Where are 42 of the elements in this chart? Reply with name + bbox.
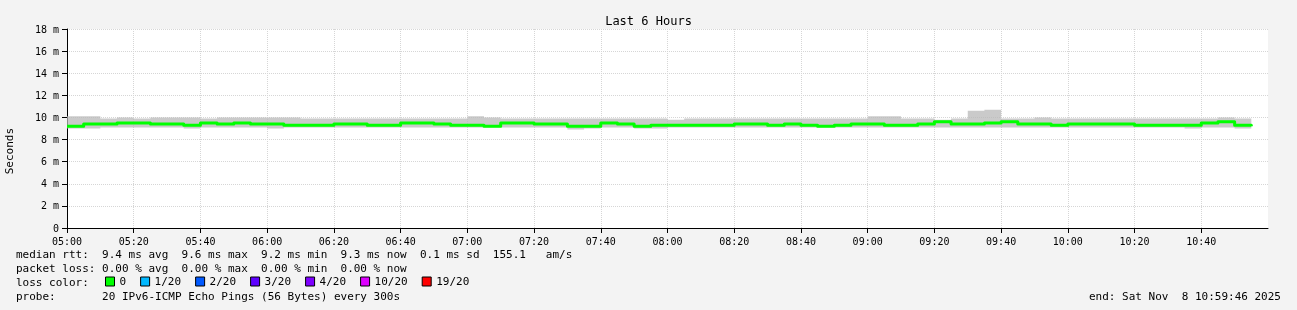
text: probe: 20 IPv6-ICMP Echo Pings (56 Bytes) every 300s — [16, 290, 401, 303]
y-tick-label: 0 — [52, 222, 59, 234]
legend-label: 3/20 — [264, 275, 292, 288]
text: end: Sat Nov 8 10:59:46 2025 — [1088, 290, 1281, 303]
legend-label: 19/20 — [436, 275, 470, 288]
legend-label: 2/20 — [209, 275, 237, 288]
x-tick-label: 08:20 — [719, 235, 750, 247]
x-tick-label: 07:00 — [452, 235, 483, 247]
legend-label: 1/20 — [154, 275, 182, 288]
x-tick-label: 09:40 — [986, 235, 1017, 247]
chart-title: Last 6 Hours — [605, 14, 692, 28]
x-tick-label: 09:00 — [852, 235, 883, 247]
y-tick-label: 14 m — [34, 67, 59, 79]
x-tick-label: 09:20 — [919, 235, 950, 247]
x-tick-label: 07:20 — [519, 235, 550, 247]
x-tick-label: 10:20 — [1119, 235, 1150, 247]
x-tick-label: 06:20 — [318, 235, 349, 247]
x-tick-label: 05:00 — [51, 235, 83, 247]
x-tick-label: 10:00 — [1052, 235, 1083, 247]
text: median rtt: 9.4 ms avg 9.6 ms max 9.2 ms min 9.3 ms now 0.1 ms sd 155.1 am/s — [16, 248, 573, 261]
y-tick-label: 12 m — [34, 89, 59, 101]
legend-label: 4/20 — [319, 275, 347, 288]
x-tick-label: 08:40 — [785, 235, 816, 247]
x-tick-label: 08:00 — [652, 235, 683, 247]
y-tick-label: 4 m — [40, 178, 59, 190]
x-tick-label: 06:40 — [385, 235, 416, 247]
y-axis-title: Seconds — [3, 128, 16, 175]
y-tick-label: 16 m — [34, 45, 59, 57]
legend-title: loss color: — [16, 276, 89, 289]
y-tick-label: 10 m — [34, 111, 59, 123]
y-tick-label: 8 m — [40, 134, 59, 146]
y-tick-label: 2 m — [40, 200, 59, 212]
text: packet loss: 0.00 % avg 0.00 % max 0.00 % min 0.00 % now — [16, 262, 407, 275]
x-tick-label: 05:40 — [185, 235, 216, 247]
x-tick-label: 07:40 — [585, 235, 616, 247]
legend-label: 0 — [119, 275, 127, 288]
x-tick-label: 06:00 — [252, 235, 283, 247]
y-tick-label: 6 m — [40, 156, 59, 168]
x-tick-label: 10:40 — [1186, 235, 1217, 247]
x-tick-label: 05:20 — [118, 235, 149, 247]
y-tick-label: 18 m — [34, 23, 59, 35]
legend-label: 10/20 — [374, 275, 408, 288]
